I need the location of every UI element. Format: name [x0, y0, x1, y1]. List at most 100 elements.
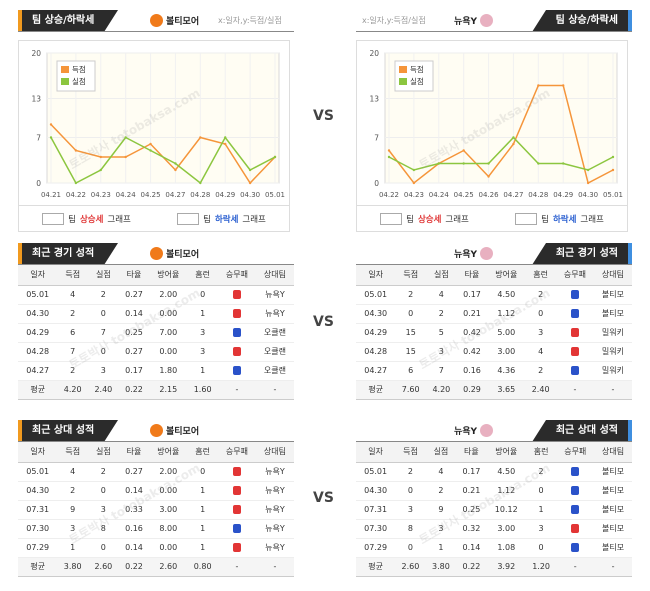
- rise-label: 상승세: [417, 214, 442, 225]
- left-h2h-table: 일자 득점 실점 타율 방어율 홈런 승무패 상대팀 05.01 4 2 0.27 2.00 0 뉴욕Y 04…: [18, 442, 294, 577]
- x-tick-label: 04.26: [479, 191, 500, 199]
- loss-badge-icon: [571, 505, 580, 514]
- cell-r: 0: [395, 304, 427, 324]
- table-row: 05.01 4 2 0.27 2.00 0 뉴욕Y: [18, 462, 294, 482]
- data-point: [611, 168, 615, 172]
- table-header-row: 일자 득점 실점 타율 방어율 홈런 승무패 상대팀: [356, 442, 632, 463]
- cell-avg: 0.14: [118, 481, 150, 501]
- cell-r: 0: [395, 481, 426, 501]
- data-point: [124, 136, 127, 139]
- cell-opp: -: [255, 557, 294, 577]
- vs-label-mid: VS: [313, 314, 334, 330]
- cell-wl: -: [556, 557, 595, 577]
- cell-ra: 9: [425, 500, 457, 520]
- win-badge-icon: [232, 290, 241, 299]
- cell-date: 04.27: [18, 361, 58, 381]
- cell-date: 04.29: [18, 323, 58, 343]
- cell-era: 3.00: [486, 519, 526, 539]
- cell-r: 15: [395, 323, 427, 343]
- cell-avg: 0.25: [456, 500, 487, 520]
- orioles-logo-icon: [150, 14, 163, 27]
- result-badge-cell: [217, 500, 256, 520]
- result-badge-cell: [217, 323, 256, 343]
- data-point: [412, 181, 416, 185]
- cell-opp: 볼티모: [594, 462, 632, 482]
- result-badge-cell: [217, 285, 256, 305]
- left-recent-title: 최근 경기 성적: [18, 243, 119, 265]
- cell-date: 05.01: [18, 285, 58, 305]
- cell-avg: 0.17: [456, 285, 488, 305]
- cell-date: 04.30: [356, 304, 396, 324]
- cell-avg: 0.17: [118, 361, 150, 381]
- legend-swatch: [61, 66, 69, 73]
- cell-era: 3.00: [487, 342, 526, 362]
- cell-hr: 3: [525, 519, 557, 539]
- cell-opp: 볼티모: [594, 481, 632, 501]
- cell-date: 07.31: [18, 500, 58, 520]
- data-point: [487, 175, 490, 178]
- cell-date: 04.30: [356, 481, 396, 501]
- cell-opp: -: [255, 380, 294, 400]
- cell-ra: 1: [425, 538, 457, 558]
- column-header: 실점: [425, 442, 457, 463]
- cell-era: 3.92: [486, 557, 526, 577]
- left-recent-team-name: 볼티모어: [166, 250, 200, 260]
- data-point: [437, 162, 440, 165]
- cell-hr: 3: [525, 323, 556, 343]
- left-h2h-team-name: 볼티모어: [166, 427, 200, 437]
- legend-swatch: [399, 78, 407, 85]
- left-trend-chart: 0 7 13 20 04.21 04.22 04.23 04.24 04.25 04.27 04.2…: [31, 49, 285, 199]
- column-header: 타율: [456, 442, 487, 463]
- result-badge-cell: [556, 500, 595, 520]
- win-badge-icon: [232, 543, 241, 552]
- cell-hr: 1.20: [525, 557, 557, 577]
- table-header-row: 일자 득점 실점 타율 방어율 홈런 승무패 상대팀: [18, 265, 294, 286]
- series-line-runs: [388, 84, 614, 185]
- cell-hr: 1: [187, 481, 218, 501]
- left-recent-panel: 최근 경기 성적 볼티모어 일자 득점 실점 타율 방어율 홈런 승무패 상대팀 05.01 4 2…: [18, 243, 294, 400]
- cell-ra: 3: [88, 361, 119, 381]
- cell-r: 2: [57, 361, 89, 381]
- table-row: 04.29 15 5 0.42 5.00 3 밀워키: [356, 323, 632, 343]
- cell-avg: 0.17: [456, 462, 487, 482]
- cell-ra: 3: [426, 342, 457, 362]
- loss-badge-icon: [571, 467, 580, 476]
- column-header: 타율: [118, 265, 150, 286]
- data-point: [537, 84, 540, 87]
- cell-era: 2.00: [149, 462, 188, 482]
- win-badge-icon: [232, 486, 241, 495]
- cell-opp: 오클랜: [255, 342, 294, 362]
- cell-hr: 1: [187, 304, 218, 324]
- cell-avg: 0.14: [118, 538, 150, 558]
- cell-ra: 2: [88, 285, 119, 305]
- cell-date: 04.27: [356, 361, 396, 381]
- left-recent-team: 볼티모어: [150, 247, 199, 260]
- cell-era: 2.60: [149, 557, 188, 577]
- fall-legend-right: 팀 하락세 그래프: [515, 212, 604, 225]
- column-header: 상대팀: [255, 265, 294, 286]
- result-badge-cell: [555, 342, 594, 362]
- cell-opp: 뉴욕Y: [255, 285, 294, 305]
- x-tick-label: 05.01: [603, 191, 623, 199]
- cell-hr: 2: [525, 462, 557, 482]
- column-header: 일자: [356, 442, 396, 463]
- table-row: 04.27 6 7 0.16 4.36 2 밀워키: [356, 361, 632, 381]
- cell-opp: 뉴욕Y: [255, 500, 294, 520]
- cell-ra: 2.40: [88, 380, 119, 400]
- yankees-logo-icon: [480, 424, 494, 437]
- cell-r: 4: [57, 462, 89, 482]
- table-row: 07.30 8 3 0.32 3.00 3 볼티모: [356, 519, 632, 539]
- y-tick-label: 7: [36, 134, 41, 143]
- cell-ra: 7: [426, 361, 457, 381]
- fall-label: 하락세: [214, 214, 239, 225]
- cell-hr: 0: [187, 462, 218, 482]
- data-point: [512, 142, 515, 146]
- cell-era: 5.00: [487, 323, 526, 343]
- cell-avg: 0.22: [118, 557, 150, 577]
- column-header: 득점: [57, 442, 89, 463]
- right-trend-header: x:일자,y:득점/실점 뉴욕Y 팀 상승/하락세: [356, 10, 632, 32]
- result-badge-cell: [217, 519, 256, 539]
- orioles-logo-icon: [150, 424, 163, 437]
- data-point: [248, 181, 252, 185]
- right-recent-team-name: 뉴욕Y: [454, 250, 478, 260]
